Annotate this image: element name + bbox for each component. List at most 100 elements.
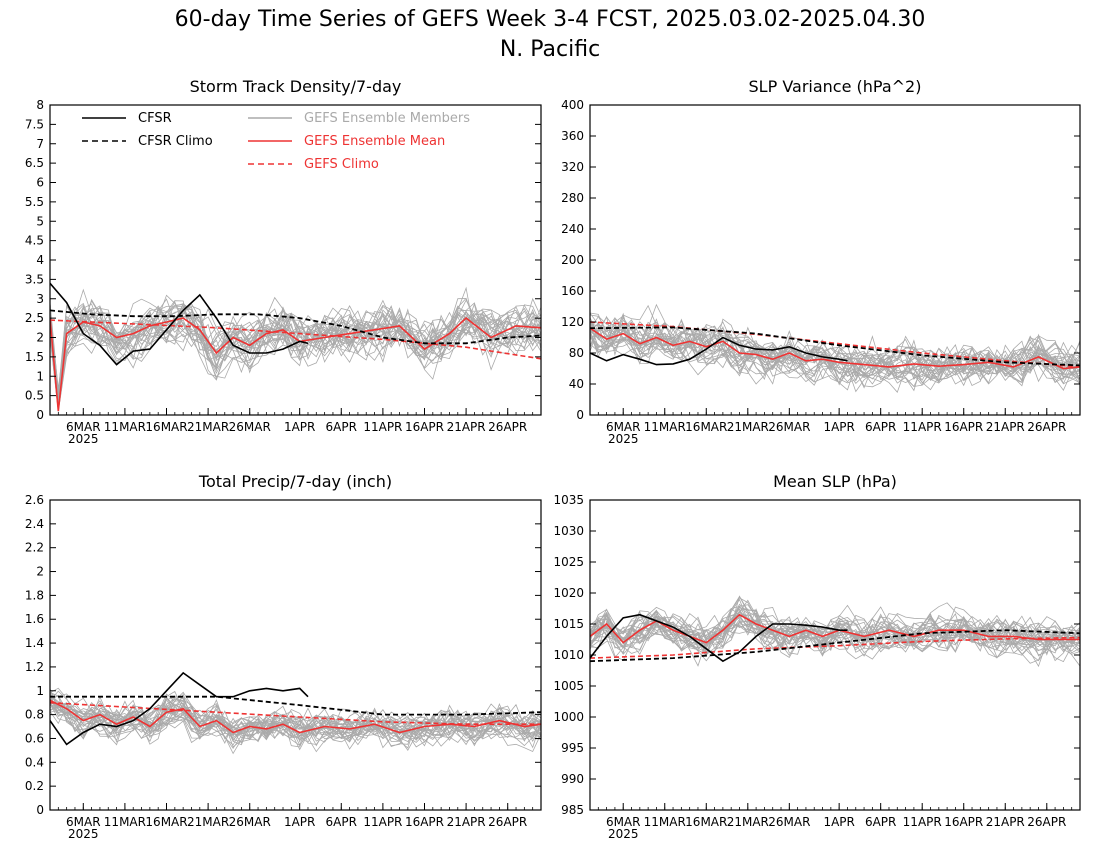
y-tick-label: 1005: [553, 679, 584, 693]
x-tick-label: 16MAR: [145, 420, 187, 434]
x-tick-label: 11MAR: [644, 420, 686, 434]
plot-area: [590, 303, 1080, 393]
ensemble-member-line: [590, 598, 1080, 657]
cfsr-line: [590, 336, 848, 366]
y-tick-label: 400: [561, 98, 584, 112]
y-tick-label: 7.5: [25, 117, 44, 131]
y-tick-label: 6.5: [25, 156, 44, 170]
y-tick-label: 1010: [553, 648, 584, 662]
panel-title: Storm Track Density/7-day: [190, 77, 402, 96]
x-tick-label: 6MAR: [606, 815, 641, 829]
panel-3: Total Precip/7-day (inch)00.20.40.60.811…: [25, 472, 542, 841]
x-tick-label: 21APR: [986, 420, 1025, 434]
y-tick-label: 0.2: [25, 779, 44, 793]
ensemble-member-line: [590, 319, 1080, 386]
panel-frame: [49, 499, 542, 811]
panel-title: SLP Variance (hPa^2): [749, 77, 922, 96]
ensemble-member-line: [50, 302, 541, 412]
plot-area: [50, 282, 541, 412]
y-tick-label: 40: [569, 377, 584, 391]
y-tick-label: 2.2: [25, 541, 44, 555]
y-tick-label: 1.2: [25, 660, 44, 674]
x-tick-label: 16MAR: [145, 815, 187, 829]
x-tick-label: 6MAR: [66, 420, 101, 434]
panels: Storm Track Density/7-day 0 0.5 1 1.5 2 2.5 3 3.…: [25, 77, 1081, 841]
plot-area: [50, 671, 541, 755]
y-tick-label: 240: [561, 222, 584, 236]
ensemble-member-line: [590, 608, 1080, 667]
y-tick-label: 2.4: [25, 517, 44, 531]
ensemble-member-line: [50, 302, 541, 394]
x-tick-label: 16MAR: [685, 420, 727, 434]
x-tick-label: 1APR: [823, 420, 854, 434]
y-tick-label: 995: [561, 741, 584, 755]
x-tick-label: 16APR: [944, 420, 983, 434]
y-tick-label: 1.5: [25, 350, 44, 364]
x-tick-label: 11APR: [903, 420, 942, 434]
y-tick-label: 2: [36, 331, 44, 345]
x-tick-label: 6APR: [326, 420, 357, 434]
ensemble-member-line: [50, 699, 541, 743]
x-tick-label: 16MAR: [685, 815, 727, 829]
x-tick-label: 6APR: [326, 815, 357, 829]
ensemble-member-line: [50, 304, 541, 397]
y-tick-label: 1030: [553, 524, 584, 538]
panel-1: Storm Track Density/7-day 0 0.5 1 1.5 2 2.5 3 3.…: [25, 77, 542, 446]
x-tick-label: 21MAR: [187, 815, 229, 829]
ensemble-member-line: [590, 612, 1080, 655]
y-tick-label: 320: [561, 160, 584, 174]
ensemble-member-line: [50, 698, 541, 747]
x-tick-label: 21APR: [986, 815, 1025, 829]
y-tick-label: 5: [36, 214, 44, 228]
y-tick-label: 1025: [553, 555, 584, 569]
y-tick-label: 360: [561, 129, 584, 143]
ensemble-member-line: [50, 300, 541, 392]
ensemble-member-line: [50, 300, 541, 411]
y-tick-label: 1000: [553, 710, 584, 724]
y-tick-label: 0: [36, 803, 44, 817]
ensemble-member-line: [590, 608, 1080, 653]
cfsr-climo-line: [590, 629, 1080, 663]
ensemble-member-line: [50, 696, 541, 744]
x-tick-label: 26APR: [488, 815, 527, 829]
y-tick-label: 200: [561, 253, 584, 267]
y-tick-label: 1.4: [25, 636, 44, 650]
panel-title: Mean SLP (hPa): [773, 472, 897, 491]
y-tick-label: 6: [36, 176, 44, 190]
ensemble-member-line: [50, 694, 541, 742]
legend-members-label: GEFS Ensemble Members: [304, 111, 470, 126]
x-tick-label: 21APR: [447, 420, 486, 434]
y-tick-label: 280: [561, 191, 584, 205]
ensemble-member-line: [590, 315, 1080, 378]
y-tick-label: 0.6: [25, 731, 44, 745]
ensemble-member-line: [590, 608, 1080, 660]
x-tick-label: 16APR: [405, 815, 444, 829]
y-tick-label: 1.6: [25, 612, 44, 626]
legend-ens-mean-label: GEFS Ensemble Mean: [304, 134, 445, 149]
y-tick-label: 1035: [553, 493, 584, 507]
ensemble-member-line: [50, 693, 541, 749]
y-tick-label: 1: [36, 369, 44, 383]
y-tick-label: 3: [36, 292, 44, 306]
figure-subtitle: N. Pacific: [500, 37, 600, 62]
y-tick-label: 3.5: [25, 272, 44, 286]
x-tick-label: 6MAR: [606, 420, 641, 434]
y-tick-label: 4.5: [25, 234, 44, 248]
legend-cfsr-climo-label: CFSR Climo: [138, 134, 213, 149]
panel-2: SLP Variance (hPa^2) 0 40 80 120 160 200 240 280…: [561, 77, 1081, 446]
y-tick-label: 0: [576, 408, 584, 422]
ensemble-mean-line: [50, 699, 541, 734]
x-tick-label: 26APR: [1027, 815, 1066, 829]
ensemble-member-line: [50, 286, 541, 412]
x-tick-label: 6MAR: [66, 815, 101, 829]
x-tick-label: 26MAR: [229, 420, 271, 434]
x-tick-label: 6APR: [865, 420, 896, 434]
x-tick-label: 6APR: [865, 815, 896, 829]
panel-title: Total Precip/7-day (inch): [198, 472, 392, 491]
legend-gefs-climo-label: GEFS Climo: [304, 157, 379, 172]
x-tick-label: 16APR: [405, 420, 444, 434]
y-tick-label: 4: [36, 253, 44, 267]
x-tick-label: 16APR: [944, 815, 983, 829]
y-tick-label: 0: [36, 408, 44, 422]
x-tick-label: 1APR: [284, 815, 315, 829]
